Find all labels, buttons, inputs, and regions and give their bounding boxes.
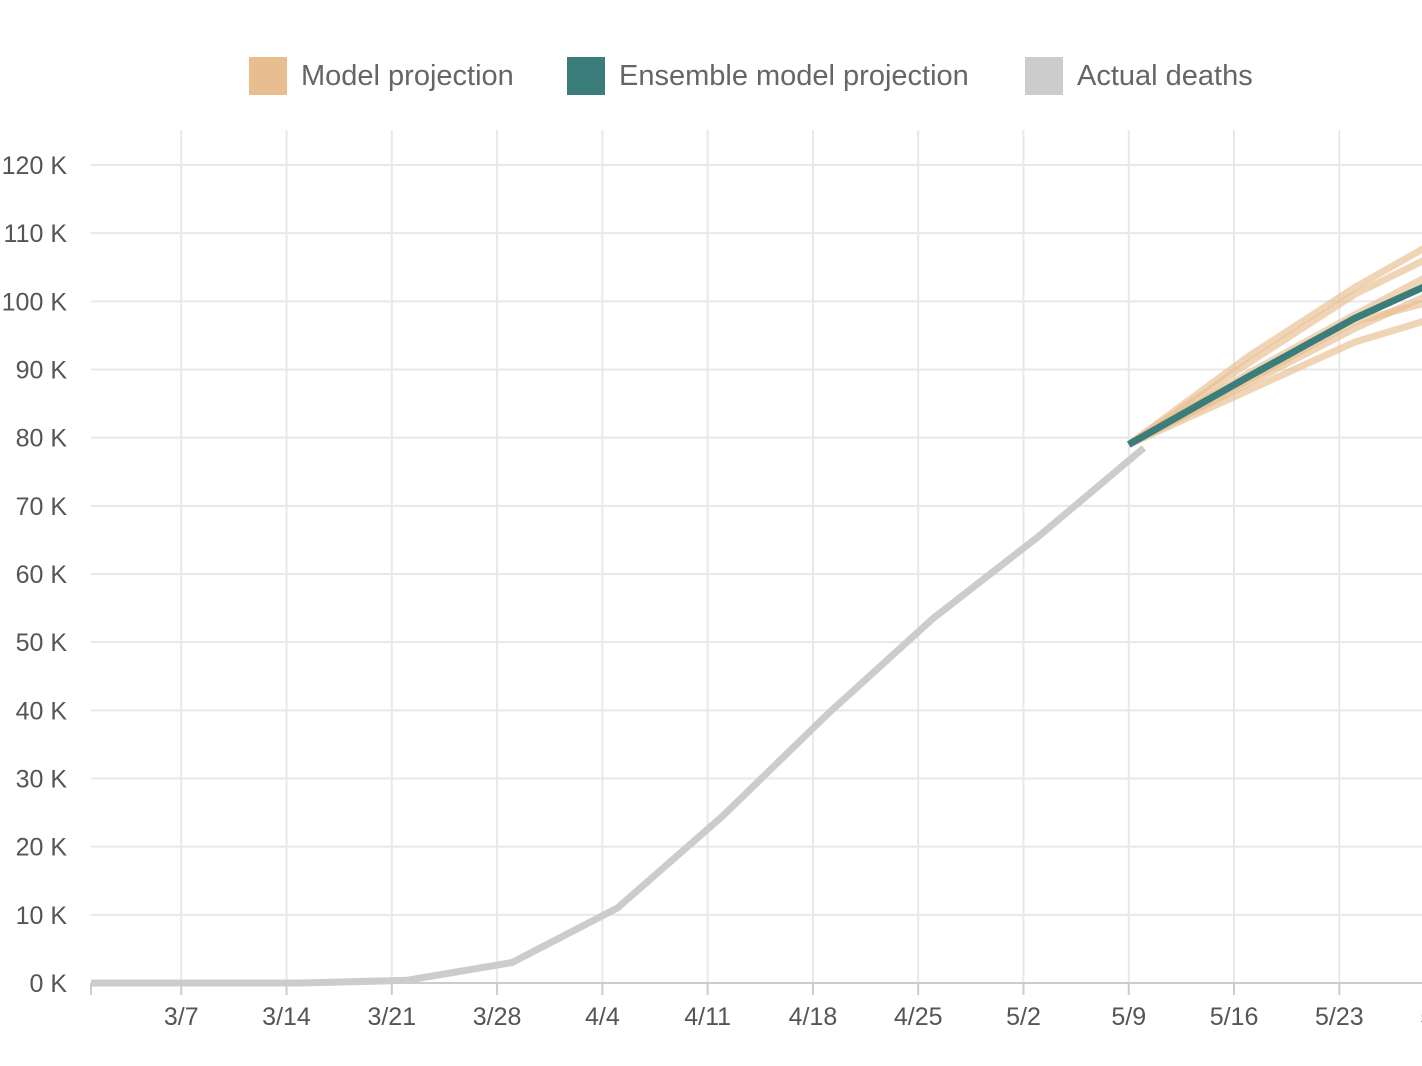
y-tick-label: 110 K (4, 220, 68, 248)
y-tick-label: 10 K (16, 902, 68, 930)
axes: 0 K 10 K 20 K 30 K 40 K 50 K 60 K 70 K 80 K 90 K 1… (2, 152, 1422, 1031)
x-tick-label: 3/21 (367, 1003, 416, 1031)
x-tick-label: 5/30 (1420, 1003, 1422, 1031)
legend-item-ensemble[interactable]: Ensemble model projection (567, 56, 969, 96)
model-series-line (1127, 318, 1422, 448)
y-tick-label: 20 K (16, 834, 68, 862)
legend-label-actual: Actual deaths (1077, 59, 1253, 92)
y-tick-label: 80 K (16, 425, 68, 453)
x-tick-label: 5/23 (1315, 1003, 1364, 1031)
y-tick-label: 40 K (16, 697, 68, 725)
legend-swatch-ensemble (567, 57, 605, 95)
x-tick-label: 5/16 (1210, 1003, 1259, 1031)
legend-swatch-actual (1025, 57, 1063, 95)
x-tick-label: 4/4 (585, 1003, 620, 1031)
y-tick-label: 50 K (16, 629, 68, 657)
x-tick-label: 4/25 (894, 1003, 943, 1031)
ensemble-series-line (1127, 283, 1422, 448)
y-tick-label: 120 K (2, 152, 68, 180)
y-tick-label: 0 K (29, 970, 67, 998)
legend-swatch-model (249, 57, 287, 95)
y-tick-label: 30 K (16, 766, 68, 794)
x-tick-label: 5/2 (1006, 1003, 1041, 1031)
model-series-line (1126, 257, 1422, 448)
legend-label-model: Model projection (301, 59, 514, 92)
x-tick-label: 4/11 (684, 1003, 731, 1031)
series-lines (91, 245, 1422, 987)
y-tick-label: 90 K (16, 357, 68, 385)
x-tick-label: 3/28 (473, 1003, 522, 1031)
x-tick-label: 4/18 (789, 1003, 838, 1031)
grid (91, 130, 1422, 984)
x-tick-label: 5/9 (1111, 1003, 1146, 1031)
legend-item-actual[interactable]: Actual deaths (1025, 56, 1253, 96)
y-tick-label: 100 K (2, 288, 68, 316)
y-tick-label: 60 K (16, 561, 68, 589)
actual-series-line (91, 445, 1147, 987)
x-tick-label: 3/7 (164, 1003, 199, 1031)
x-tick-label: 3/14 (262, 1003, 311, 1031)
legend-label-ensemble: Ensemble model projection (619, 59, 969, 92)
y-tick-label: 70 K (16, 493, 68, 521)
legend: Model projection Ensemble model projecti… (0, 56, 1422, 96)
legend-item-model[interactable]: Model projection (249, 56, 514, 96)
